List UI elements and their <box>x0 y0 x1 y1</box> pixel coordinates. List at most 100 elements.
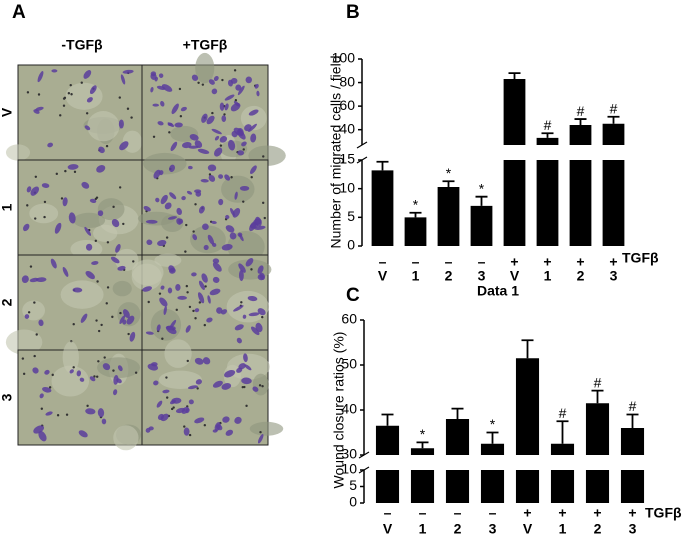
texture <box>87 111 120 142</box>
pore <box>240 301 243 304</box>
pore <box>67 92 71 95</box>
cell <box>241 141 247 147</box>
cell <box>165 325 176 331</box>
cell <box>250 133 257 143</box>
y-tick-label: 15 <box>339 151 355 167</box>
error-bar <box>541 132 554 138</box>
cell <box>37 71 44 83</box>
pore <box>100 323 103 327</box>
pore <box>97 360 100 363</box>
cell <box>212 258 220 264</box>
x-tick-label: 2 <box>445 268 453 284</box>
texture <box>143 152 187 175</box>
cell <box>54 222 62 234</box>
cell <box>254 216 262 227</box>
cell <box>206 317 213 323</box>
cell <box>62 266 69 277</box>
cell <box>236 129 246 140</box>
pore <box>85 112 89 115</box>
x-tick-label: 3 <box>478 268 486 284</box>
pore <box>55 172 59 176</box>
pore <box>127 332 130 336</box>
cell <box>96 165 106 173</box>
cell <box>181 141 192 149</box>
cell <box>189 134 199 141</box>
pore <box>26 204 29 207</box>
pore <box>185 223 188 227</box>
pore <box>134 371 138 374</box>
pore <box>96 280 99 283</box>
cell <box>78 430 88 438</box>
cell <box>119 141 129 151</box>
x-tick-label: 1 <box>412 268 420 284</box>
cell <box>242 314 247 319</box>
pore <box>72 366 75 369</box>
texture <box>122 130 143 153</box>
cell <box>180 106 187 112</box>
pore <box>242 200 245 203</box>
pore <box>196 387 199 390</box>
pore <box>219 144 223 147</box>
texture <box>195 52 215 84</box>
cell <box>200 179 209 183</box>
cell <box>89 376 96 382</box>
cell <box>202 357 211 365</box>
pore <box>103 356 106 359</box>
x-tick-label: 3 <box>610 268 618 284</box>
cell <box>227 139 236 151</box>
y-tick-label: 30 <box>341 446 357 462</box>
x-tick-label: 2 <box>594 521 602 537</box>
pore <box>33 354 36 358</box>
bar <box>569 124 592 246</box>
pore <box>261 315 264 319</box>
cell <box>174 122 183 128</box>
x-tick-label: V <box>510 268 520 284</box>
pore <box>80 81 83 84</box>
cell <box>198 280 205 290</box>
treatment-sign: + <box>523 505 531 521</box>
cell <box>197 292 205 304</box>
pore <box>168 131 171 134</box>
panel-label: B <box>346 2 360 23</box>
cell <box>171 103 179 115</box>
cell <box>178 218 184 224</box>
cell <box>207 295 211 304</box>
treatment-sign: + <box>576 254 584 270</box>
pore <box>203 423 207 427</box>
cell <box>76 370 82 377</box>
pore <box>165 236 169 239</box>
error-bar <box>574 118 587 125</box>
cell <box>212 380 223 388</box>
pore <box>97 329 101 333</box>
pore <box>245 404 248 408</box>
cell <box>212 429 218 433</box>
cell <box>97 210 104 217</box>
cell <box>195 191 202 197</box>
cell <box>81 181 90 189</box>
pore <box>223 113 226 116</box>
texture <box>164 339 192 368</box>
pore <box>94 197 98 201</box>
cell <box>212 276 220 283</box>
x-axis-label: Data 1 <box>477 283 519 299</box>
cell <box>221 383 232 390</box>
cell <box>244 364 252 371</box>
pore <box>152 135 156 138</box>
pore <box>111 315 114 319</box>
texture <box>227 231 265 263</box>
cell <box>185 325 191 333</box>
cell <box>243 353 248 363</box>
cell <box>225 429 234 436</box>
pore <box>21 357 25 360</box>
row-label: 2 <box>0 298 15 306</box>
pore <box>204 285 207 288</box>
cell <box>201 273 208 283</box>
cell <box>238 263 246 273</box>
micrographs <box>5 52 286 451</box>
pore <box>106 241 110 244</box>
cell <box>230 102 241 112</box>
cell <box>91 261 99 265</box>
cell <box>129 331 136 342</box>
cell <box>38 431 47 442</box>
texture <box>131 263 162 291</box>
